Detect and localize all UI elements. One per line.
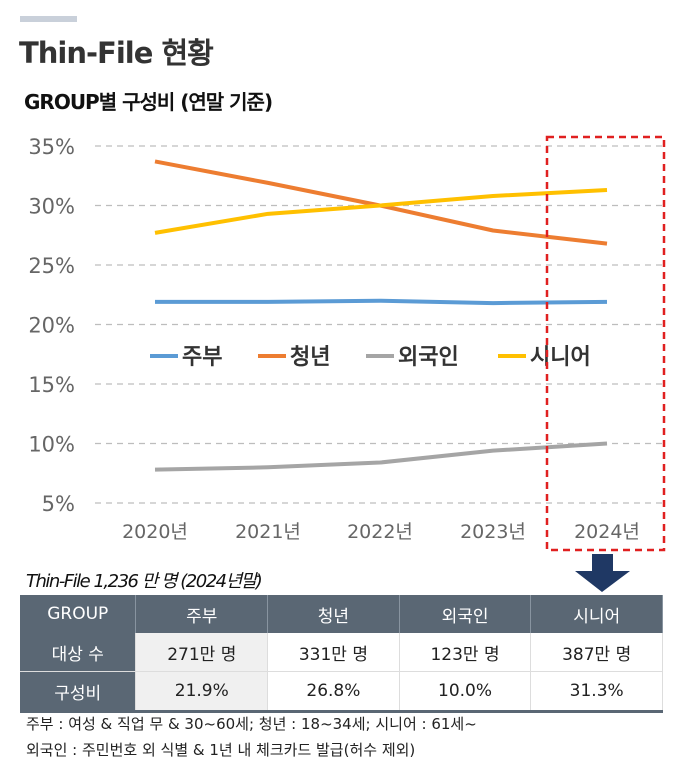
legend-label: 청년 — [290, 345, 330, 370]
header-cell: 주부 — [135, 595, 269, 633]
header-cell: 외국인 — [399, 595, 532, 633]
table-row: 구성비 21.9% 26.8% 10.0% 31.3% — [20, 671, 663, 713]
highlight-box — [545, 135, 666, 552]
line-chart: 5% 10% 15% 20% 25% 30% 35% 2020년 2021년 2022년 2023년… — [28, 135, 666, 592]
series-line-시니어 — [154, 188, 608, 235]
series-line-외국인 — [154, 441, 608, 472]
y-tick-label: 20% — [28, 314, 75, 338]
table-caption: Thin-File 1,236 만 명 (2024년말) — [26, 571, 263, 592]
footnote: 주부 : 여성 & 직업 무 & 30~60세; 청년 : 18~34세; 시니… — [26, 715, 477, 733]
chart-subtitle: GROUP별 구성비 (연말 기준) — [24, 90, 273, 114]
cell: 387만 명 — [530, 633, 663, 672]
summary-table: GROUP 주부 청년 외국인 시니어 대상 수 271만 명 331만 명 1… — [20, 595, 663, 713]
x-tick-label: 2021년 — [235, 521, 301, 543]
x-tick-label: 2024년 — [574, 521, 640, 543]
y-tick-label: 35% — [28, 135, 75, 159]
x-tick-label: 2020년 — [122, 521, 188, 543]
y-tick-label: 25% — [28, 254, 75, 278]
series-line-청년 — [154, 159, 608, 246]
row-header: 대상 수 — [20, 633, 137, 672]
table-row: 대상 수 271만 명 331만 명 123만 명 387만 명 — [20, 633, 663, 672]
legend-label: 주부 — [182, 345, 222, 370]
cell: 331만 명 — [267, 633, 400, 672]
cell: 21.9% — [135, 671, 269, 713]
row-header: 구성비 — [20, 671, 137, 713]
down-arrow-icon — [575, 554, 630, 592]
header-cell: 청년 — [267, 595, 400, 633]
cell: 271만 명 — [135, 633, 269, 672]
cell: 26.8% — [267, 671, 400, 713]
series-line-주부 — [155, 298, 608, 306]
legend-label: 시니어 — [530, 345, 591, 370]
footnote: 외국인 : 주민번호 외 식별 & 1년 내 체크카드 발급(허수 제외) — [26, 741, 416, 759]
y-tick-label: 15% — [28, 373, 75, 397]
legend-label: 외국인 — [398, 345, 459, 370]
y-tick-label: 10% — [28, 433, 75, 457]
header-cell: 시니어 — [530, 595, 663, 633]
x-tick-label: 2022년 — [347, 521, 413, 543]
page-title: Thin-File 현황 — [19, 36, 214, 70]
x-tick-label: 2023년 — [460, 521, 526, 543]
cell: 31.3% — [530, 671, 663, 713]
accent-bar — [20, 16, 77, 22]
cell: 10.0% — [399, 671, 532, 713]
header-cell: GROUP — [20, 595, 137, 633]
y-tick-label: 30% — [28, 195, 75, 219]
cell: 123만 명 — [399, 633, 532, 672]
y-tick-label: 5% — [42, 492, 75, 516]
